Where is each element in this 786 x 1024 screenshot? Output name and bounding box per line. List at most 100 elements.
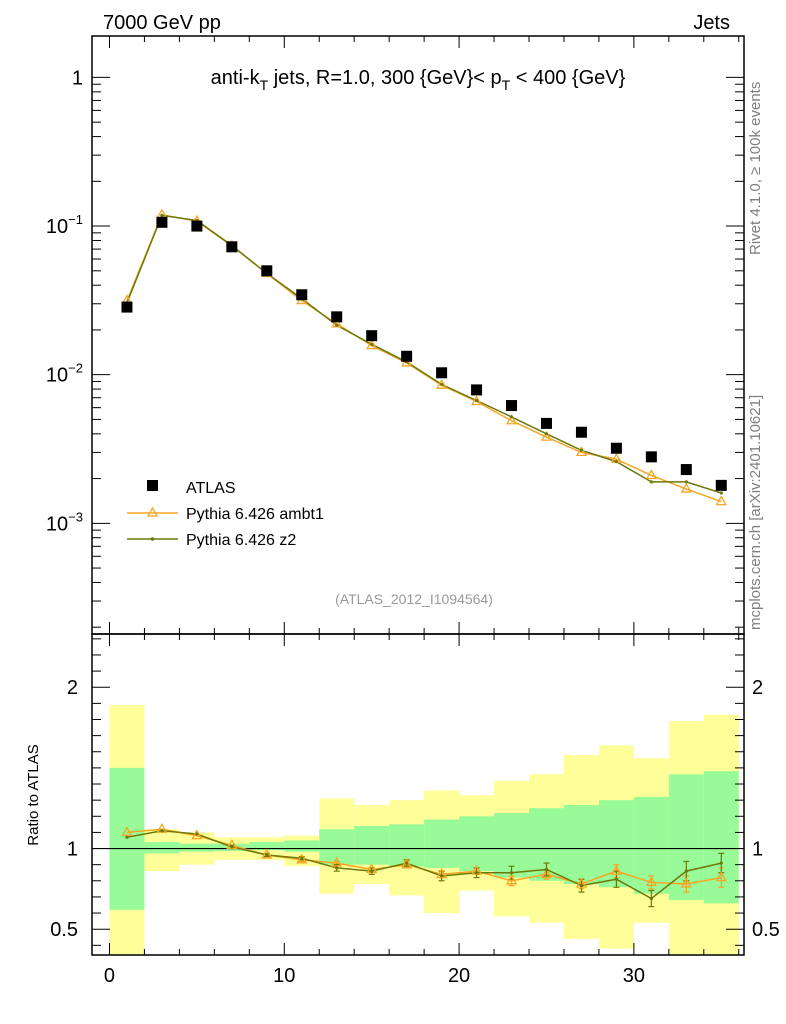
ratio-z2-point [335,866,339,870]
ambt1-point [715,495,727,506]
atlas-point [226,241,238,253]
ambt1-point [470,395,483,406]
ratio-line-z2 [126,830,722,900]
atlas-point [191,220,203,232]
ratio-z2-point [370,869,374,873]
ratio-z2-point [649,896,653,901]
main-y-tick-label: 10−1 [46,212,83,238]
energy-label: 7000 GeV pp [103,12,221,34]
atlas-point [121,301,133,313]
ratio-z2-point [474,871,479,875]
legend-ambt1-marker [146,506,159,517]
inner-uncertainty-band [563,804,599,885]
legend-z2-label: Pythia 6.426 z2 [186,532,296,549]
z2-point [474,398,479,403]
ambt1-point [540,430,553,441]
inner-uncertainty-band [109,767,145,910]
ratio-z2-point [614,877,618,881]
ambt1-point [680,482,692,493]
ratio-ambt1-point [505,874,518,885]
ratio-ambt1-point [331,856,343,867]
main-plot-panel: 1 10−1 10−2 10−3 anti-k T jets, R=1.0, 300 {… [46,35,745,635]
ratio-ambt1-point [191,829,203,840]
inner-uncertainty-band [179,843,215,852]
ratio-y-axis-label: Ratio to ATLAS [25,744,42,845]
legend: ATLAS Pythia 6.426 ambt1 Pythia 6.426 z2 [127,480,324,549]
inner-uncertainty-band [459,816,495,872]
inner-uncertainty-band [284,840,320,852]
atlas-point [471,384,483,396]
ratio-y-tick-label-left: 1 [67,839,78,861]
ambt1-point [366,339,378,350]
atlas-point [296,289,308,301]
x-tick-label: 30 [623,965,645,987]
ratio-z2-point [579,884,584,888]
inner-uncertainty-band [249,842,285,851]
atlas-point [156,216,168,228]
z2-point [649,480,653,484]
ratio-plot-panel: 2 2 1 1 0.5 0.5 0 10 20 30 Ratio to ATLAS [25,633,780,987]
atlas-point [261,265,273,277]
title-sub-2: T [502,77,511,93]
main-y-tick-label: 10−2 [46,361,83,387]
ratio-z2-point [544,867,549,872]
ambt1-point [575,446,588,457]
ambt1-point [505,414,518,425]
main-y-tick-label: 1 [72,67,83,89]
series-line-ambt1 [126,213,722,503]
analysis-tag: (ATLAS_2012_I1094564) [335,591,493,607]
ratio-plot-frame [91,633,745,956]
ratio-z2-point [195,832,199,836]
z2-point [544,432,549,436]
series-line-z2 [126,214,722,494]
atlas-point [436,367,448,379]
ratio-ambt1-point [261,848,273,859]
z2-point [719,491,723,495]
legend-ambt1-label: Pythia 6.426 ambt1 [186,506,324,523]
ratio-z2-point [719,861,723,865]
inner-uncertainty-band [354,825,390,865]
z2-point [614,460,618,464]
atlas-point [715,479,727,491]
legend-atlas-label: ATLAS [186,480,236,497]
ratio-z2-point [509,871,514,875]
ratio-ambt1-point [715,871,727,882]
ratio-ambt1-point [610,864,623,875]
x-tick-label: 20 [448,965,470,987]
ratio-y-tick-label-right: 1 [752,839,763,861]
ratio-ambt1-point [296,853,308,864]
ratio-z2-point [160,829,164,833]
atlas-point [540,417,552,429]
ratio-ambt1-point [680,877,692,888]
atlas-point [610,442,622,454]
atlas-point [331,311,343,323]
ratio-y-tick-label-right: 2 [752,677,763,699]
ratio-z2-point [230,845,234,849]
x-tick-label: 10 [273,965,295,987]
ratio-z2-point [300,856,304,860]
inner-uncertainty-band [144,842,180,854]
z2-point [439,382,444,387]
atlas-point [680,464,692,476]
atlas-point [506,400,518,412]
atlas-point [645,451,657,463]
z2-point [370,342,374,346]
z2-point [509,415,514,419]
title-part-2: jets, R=1.0, 300 {GeV}< p [268,67,502,89]
mcplots-source-label: mcplots.cern.ch [arXiv:2401.10621] [747,395,764,630]
category-label: Jets [693,12,730,34]
atlas-point [575,426,587,438]
ratio-y-tick-label-left: 2 [67,677,78,699]
ratio-z2-point [125,835,129,839]
z2-point [579,448,584,452]
atlas-point [366,330,378,342]
legend-atlas-marker [147,480,158,491]
ratio-z2-point [684,869,688,873]
ambt1-point [435,378,448,389]
main-y-tick-label: 10−3 [46,509,83,535]
ratio-ambt1-point [540,868,553,878]
title-part-3: < 400 {GeV} [510,67,625,89]
title-part-1: anti-k [211,67,261,89]
atlas-point [401,350,413,362]
